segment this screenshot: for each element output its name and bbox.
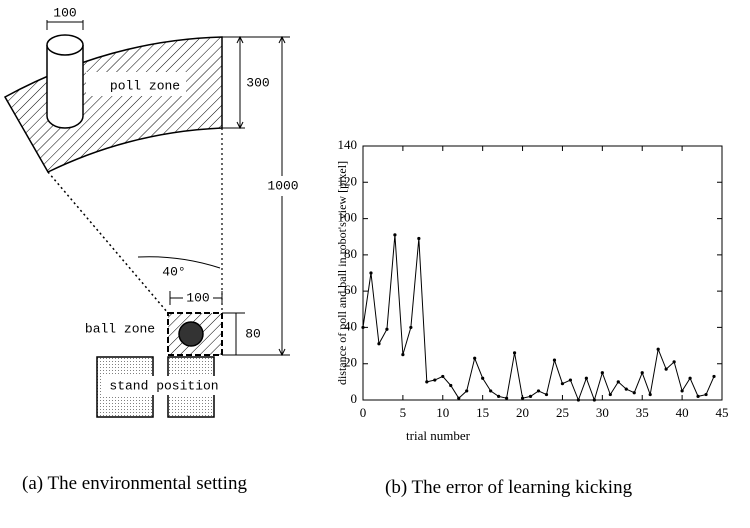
- data-point: [401, 353, 404, 356]
- data-point: [553, 358, 556, 361]
- data-point: [441, 375, 444, 378]
- data-point: [497, 395, 500, 398]
- data-point: [649, 393, 652, 396]
- data-point: [673, 360, 676, 363]
- data-point: [521, 397, 524, 400]
- data-point: [489, 389, 492, 392]
- y-axis-label: distance of poll and ball in robot's vie…: [335, 161, 349, 385]
- data-point: [377, 342, 380, 345]
- data-point: [449, 384, 452, 387]
- data-point: [545, 393, 548, 396]
- x-tick-label: 5: [400, 405, 407, 420]
- data-point: [433, 378, 436, 381]
- data-point: [593, 398, 596, 401]
- stand-label: stand position: [109, 378, 218, 393]
- dotted-line: [48, 172, 168, 313]
- y-tick-label: 80: [344, 246, 357, 261]
- data-point: [369, 271, 372, 274]
- data-point: [657, 348, 660, 351]
- data-point: [681, 389, 684, 392]
- y-tick-label: 20: [344, 355, 357, 370]
- y-tick-label: 120: [338, 173, 358, 188]
- figure-drawing: 100 poll zone 300 1000 40° 100 80 ball z…: [0, 0, 750, 460]
- y-tick-label: 0: [351, 391, 358, 406]
- x-tick-label: 35: [636, 405, 649, 420]
- data-point: [625, 388, 628, 391]
- dimension-label: 300: [246, 75, 269, 90]
- x-tick-label: 45: [716, 405, 729, 420]
- poll-zone: [5, 37, 222, 172]
- x-tick-label: 25: [556, 405, 569, 420]
- data-point: [537, 389, 540, 392]
- data-point: [704, 393, 707, 396]
- data-point: [481, 377, 484, 380]
- x-tick-label: 40: [676, 405, 689, 420]
- data-point: [665, 368, 668, 371]
- x-tick-label: 15: [476, 405, 489, 420]
- data-point: [505, 397, 508, 400]
- dimension-label: 100: [186, 290, 209, 305]
- data-point: [696, 395, 699, 398]
- data-point: [569, 378, 572, 381]
- data-point: [409, 326, 412, 329]
- data-point: [473, 357, 476, 360]
- dimension: [47, 20, 83, 30]
- data-point: [361, 326, 364, 329]
- x-tick-label: 10: [436, 405, 449, 420]
- poll-cylinder: [47, 45, 83, 128]
- data-point: [417, 237, 420, 240]
- data-point: [465, 389, 468, 392]
- data-point: [712, 375, 715, 378]
- plot-frame: [363, 146, 722, 400]
- data-point: [688, 377, 691, 380]
- caption: (a) The environmental setting: [22, 470, 297, 497]
- data-point: [585, 377, 588, 380]
- x-tick-label: 30: [596, 405, 609, 420]
- data-point: [529, 395, 532, 398]
- zone-label: ball zone: [85, 321, 155, 336]
- y-tick-label: 60: [344, 282, 357, 297]
- dimension-label: 1000: [267, 178, 298, 193]
- angle-label: 40°: [162, 264, 185, 279]
- data-point: [633, 391, 636, 394]
- data-point: [457, 397, 460, 400]
- data-point: [601, 371, 604, 374]
- data-point: [617, 380, 620, 383]
- data-point: [641, 371, 644, 374]
- x-tick-label: 0: [360, 405, 367, 420]
- line-chart: trial number distance of poll and ball i…: [335, 137, 729, 443]
- zone-label: poll zone: [110, 78, 180, 93]
- data-point: [513, 351, 516, 354]
- data-point: [561, 382, 564, 385]
- data-point: [609, 393, 612, 396]
- y-tick-label: 140: [338, 137, 358, 152]
- y-tick-label: 100: [338, 210, 358, 225]
- figure: 100 poll zone 300 1000 40° 100 80 ball z…: [0, 0, 750, 528]
- caption: (b) The error of learning kicking: [385, 474, 632, 501]
- data-line: [363, 235, 714, 400]
- x-axis-label: trial number: [406, 428, 471, 443]
- data-point: [425, 380, 428, 383]
- data-point: [577, 398, 580, 401]
- dimension-label: 100: [53, 5, 76, 20]
- dimension-label: 80: [245, 326, 261, 341]
- ball: [179, 322, 203, 346]
- data-point: [393, 233, 396, 236]
- x-tick-label: 20: [516, 405, 529, 420]
- data-point: [385, 328, 388, 331]
- y-tick-label: 40: [344, 318, 357, 333]
- cylinder-top: [47, 35, 83, 55]
